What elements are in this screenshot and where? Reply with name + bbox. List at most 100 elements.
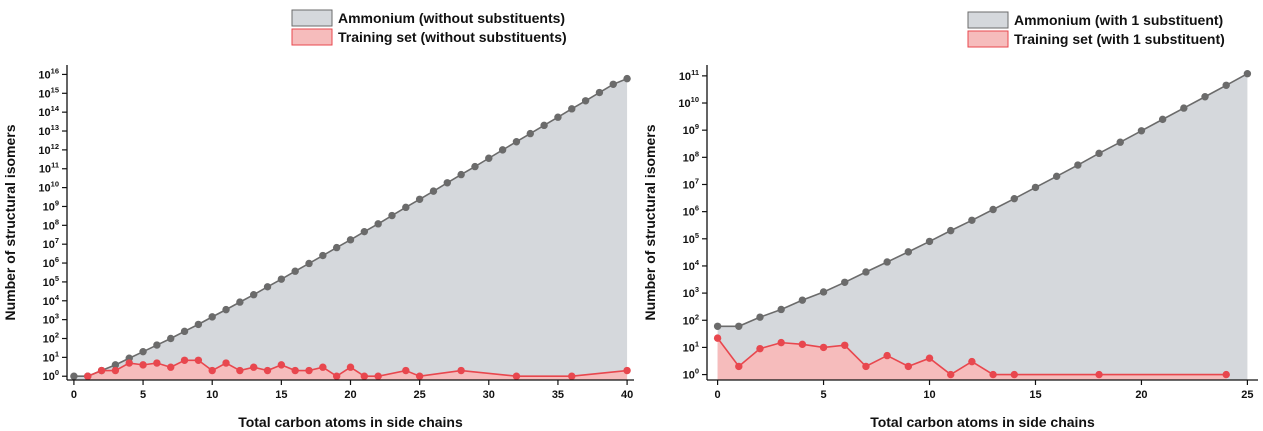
left-point-series-1 <box>263 366 272 375</box>
left-point-series-0 <box>374 220 382 228</box>
right-point-series-0 <box>1158 115 1167 124</box>
left-point-series-1 <box>153 359 161 367</box>
left-y-tick-label: 102 <box>43 331 59 346</box>
left-y-tick-label: 1010 <box>38 180 59 195</box>
left-y-tick-label: 106 <box>43 255 59 270</box>
left-x-tick-label: 10 <box>206 389 218 401</box>
right-point-series-0 <box>819 288 828 296</box>
left-point-series-0 <box>526 129 534 138</box>
right-legend-label-0: Ammonium (with 1 substituent) <box>1014 12 1223 28</box>
left-point-series-1 <box>415 372 424 380</box>
left-point-series-1 <box>332 372 341 380</box>
right-point-series-0 <box>1031 183 1040 192</box>
left-point-series-0 <box>415 195 424 203</box>
left-y-tick-label: 1011 <box>39 161 59 176</box>
right-y-tick-label: 109 <box>683 122 699 137</box>
left-point-series-0 <box>319 251 327 260</box>
left-y-tick-label: 1013 <box>38 123 59 138</box>
left-point-series-1 <box>84 372 92 380</box>
left-point-series-1 <box>374 372 382 380</box>
right-point-series-0 <box>968 216 976 224</box>
right-point-series-0 <box>883 258 891 266</box>
right-point-series-1 <box>819 343 828 352</box>
right-point-series-0 <box>1222 81 1230 89</box>
left-point-series-0 <box>263 283 272 291</box>
left-y-tick-label: 1012 <box>38 142 59 157</box>
right-point-series-1 <box>904 362 913 371</box>
right-point-series-0 <box>1010 194 1018 203</box>
right-point-series-1 <box>862 362 870 371</box>
right-x-tick-label: 0 <box>715 389 721 401</box>
right-point-series-0 <box>777 305 785 314</box>
right-point-series-1 <box>841 341 849 349</box>
left-legend: Ammonium (without substituents) Training … <box>291 9 567 46</box>
left-point-series-0 <box>471 162 479 171</box>
right-point-series-1 <box>1010 370 1018 379</box>
left-y-axis-title: Number of structural isomers <box>2 124 18 320</box>
left-point-series-0 <box>346 236 355 244</box>
right-y-tick-label: 104 <box>683 258 700 273</box>
right-point-series-0 <box>713 322 722 330</box>
left-point-series-1 <box>623 366 631 375</box>
left-point-series-1 <box>568 372 576 380</box>
left-point-series-1 <box>97 366 106 375</box>
left-point-series-1 <box>346 363 355 371</box>
right-y-tick-label: 100 <box>683 367 699 382</box>
left-point-series-0 <box>457 170 465 179</box>
left-point-series-0 <box>208 313 216 321</box>
left-x-tick-label: 5 <box>140 389 146 401</box>
right-point-series-1 <box>798 340 807 349</box>
right-x-tick-label: 10 <box>923 389 935 401</box>
right-y-tick-label: 103 <box>683 285 699 300</box>
right-point-series-0 <box>947 226 955 235</box>
left-point-series-0 <box>332 243 341 252</box>
right-point-series-1 <box>883 351 891 360</box>
left-point-series-1 <box>222 359 230 367</box>
left-y-tick-label: 103 <box>43 312 59 327</box>
right-point-series-0 <box>862 268 870 276</box>
left-y-tick-label: 101 <box>43 349 59 364</box>
left-point-series-1 <box>402 366 410 375</box>
left-point-series-1 <box>360 372 369 380</box>
left-point-series-1 <box>249 363 258 371</box>
left-point-series-1 <box>180 356 189 364</box>
left-point-series-0 <box>194 320 203 329</box>
right-point-series-1 <box>756 344 764 353</box>
right-point-series-1 <box>777 338 785 347</box>
left-point-series-1 <box>139 361 147 369</box>
left-y-tick-label: 109 <box>43 198 59 213</box>
left-legend-swatch-1 <box>291 28 333 46</box>
right-point-series-1 <box>968 357 976 366</box>
left-point-series-0 <box>222 305 230 314</box>
left-point-series-0 <box>595 88 604 97</box>
left-point-series-0 <box>167 334 175 343</box>
right-y-tick-label: 105 <box>683 231 699 246</box>
left-point-series-1 <box>277 361 286 369</box>
left-x-tick-label: 0 <box>71 389 77 401</box>
right-legend-label-1: Training set (with 1 substituent) <box>1014 31 1225 47</box>
right-point-series-0 <box>1180 104 1188 112</box>
right-point-series-0 <box>756 313 764 321</box>
left-point-series-0 <box>429 187 438 195</box>
right-point-series-0 <box>1243 70 1252 78</box>
right-point-series-1 <box>947 370 955 379</box>
right-point-series-0 <box>925 237 934 246</box>
left-y-tick-label: 1014 <box>38 104 59 119</box>
left-point-series-0 <box>498 146 507 154</box>
right-point-series-1 <box>1095 370 1103 379</box>
right-y-tick-label: 1010 <box>678 95 699 110</box>
left-point-series-0 <box>277 275 286 283</box>
right-point-series-0 <box>904 248 913 256</box>
right-point-series-1 <box>735 362 743 371</box>
right-point-series-0 <box>1074 161 1082 169</box>
right-point-series-1 <box>1222 370 1230 379</box>
left-point-series-1 <box>512 372 521 380</box>
right-y-axis-title: Number of structural isomers <box>642 124 658 320</box>
left-point-series-1 <box>291 366 299 375</box>
right-x-tick-label: 20 <box>1135 389 1147 401</box>
left-point-series-0 <box>554 113 562 121</box>
left-point-series-1 <box>111 366 120 375</box>
right-x-tick-label: 15 <box>1029 389 1041 401</box>
right-y-tick-label: 107 <box>683 176 699 191</box>
left-point-series-0 <box>485 154 493 162</box>
